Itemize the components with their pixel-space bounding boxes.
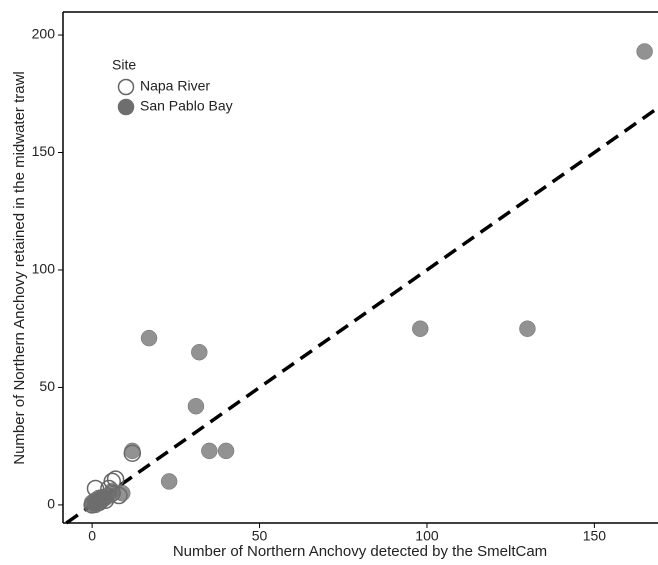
data-point	[412, 320, 429, 337]
y-tick-label: 100	[32, 261, 56, 277]
y-tick-label: 200	[32, 26, 56, 42]
legend-title: Site	[112, 57, 136, 73]
x-tick-label: 150	[583, 528, 607, 544]
data-point	[90, 489, 108, 507]
data-point	[103, 482, 121, 500]
data-point	[160, 473, 178, 490]
x-tick-label: 0	[88, 528, 96, 544]
y-tick-label: 150	[32, 143, 56, 159]
legend-marker	[117, 78, 135, 96]
data-point	[191, 343, 208, 361]
data-point	[140, 329, 158, 347]
y-tick-label: 50	[39, 378, 55, 394]
data-point	[201, 442, 218, 460]
legend-label: Napa River	[140, 78, 210, 94]
legend-label: San Pablo Bay	[140, 98, 233, 114]
x-tick-label: 50	[252, 528, 268, 544]
y-tick-label: 0	[47, 496, 55, 512]
reference-line	[65, 106, 658, 525]
data-point	[519, 320, 536, 337]
data-point	[217, 442, 235, 460]
data-point	[124, 442, 141, 460]
y-axis-title: Number of Northern Anchovy retained in t…	[11, 71, 28, 465]
x-axis-title: Number of Northern Anchovy detected by t…	[173, 543, 547, 560]
legend-marker	[117, 98, 135, 116]
x-tick-label: 100	[415, 528, 439, 544]
data-point	[187, 397, 205, 415]
data-point	[636, 43, 653, 60]
